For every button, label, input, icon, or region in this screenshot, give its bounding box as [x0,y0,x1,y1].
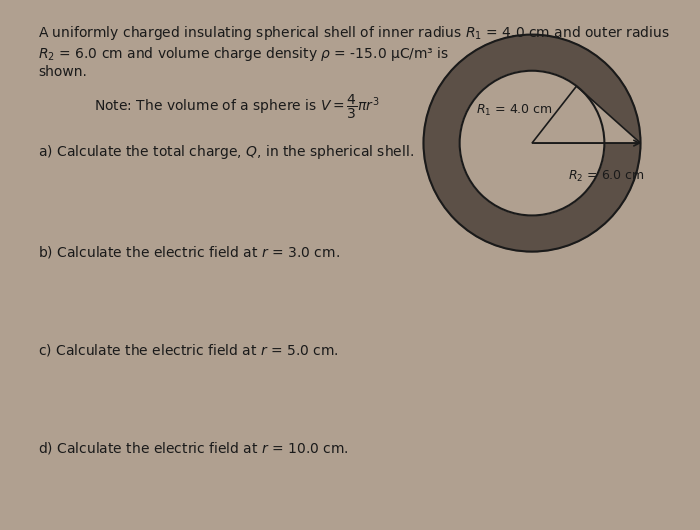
Text: $R_2$ = 6.0 cm: $R_2$ = 6.0 cm [568,169,645,183]
Text: $R_1$ = 4.0 cm: $R_1$ = 4.0 cm [476,103,553,118]
Text: c) Calculate the electric field at $r$ = 5.0 cm.: c) Calculate the electric field at $r$ =… [38,342,340,358]
Text: $R_2$ = 6.0 cm and volume charge density $\rho$ = -15.0 μC/m³ is: $R_2$ = 6.0 cm and volume charge density… [38,45,450,63]
Polygon shape [532,86,640,143]
Ellipse shape [424,34,640,252]
Text: b) Calculate the electric field at $r$ = 3.0 cm.: b) Calculate the electric field at $r$ =… [38,244,340,260]
Ellipse shape [460,70,604,216]
Text: A uniformly charged insulating spherical shell of inner radius $R_1$ = 4.0 cm an: A uniformly charged insulating spherical… [38,24,671,42]
Text: Note: The volume of a sphere is $V = \dfrac{4}{3}\pi r^3$: Note: The volume of a sphere is $V = \df… [94,93,380,121]
Text: d) Calculate the electric field at $r$ = 10.0 cm.: d) Calculate the electric field at $r$ =… [38,440,349,456]
Text: shown.: shown. [38,65,88,78]
Text: a) Calculate the total charge, $Q$, in the spherical shell.: a) Calculate the total charge, $Q$, in t… [38,143,414,161]
